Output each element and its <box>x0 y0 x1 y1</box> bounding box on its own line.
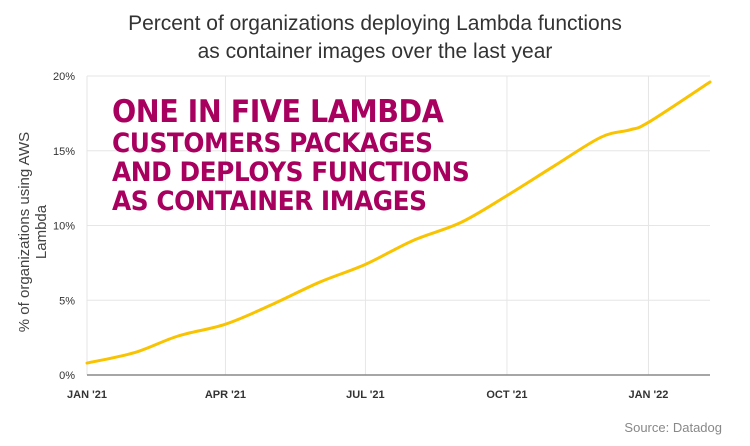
y-tick-label: 10% <box>53 221 75 233</box>
y-tick-label: 20% <box>53 71 75 83</box>
x-tick-label: JUL '21 <box>346 389 385 401</box>
callout-line: ONE IN FIVE LAMBDA <box>112 94 444 130</box>
source-note: Source: Datadog <box>624 420 722 435</box>
y-tick-label: 0% <box>59 370 75 382</box>
x-tick-label: APR '21 <box>205 389 246 401</box>
series-line <box>85 80 712 365</box>
x-tick-label: JAN '21 <box>67 389 107 401</box>
x-tick-label: OCT '21 <box>486 389 527 401</box>
callout-line: AND DEPLOYS FUNCTIONS <box>112 157 470 188</box>
chart-title-line-2: as container images over the last year <box>197 40 553 63</box>
x-tick-label: JAN '22 <box>629 389 669 401</box>
callout-line: AS CONTAINER IMAGES <box>112 186 427 217</box>
callout-annotation: ONE IN FIVE LAMBDA CUSTOMERS PACKAGES AN… <box>112 94 500 217</box>
y-tick-label: 5% <box>59 295 75 307</box>
chart-title-line-1: Percent of organizations deploying Lambd… <box>128 12 622 35</box>
y-tick-label: 15% <box>53 146 75 158</box>
callout-line: CUSTOMERS PACKAGES <box>112 128 433 159</box>
